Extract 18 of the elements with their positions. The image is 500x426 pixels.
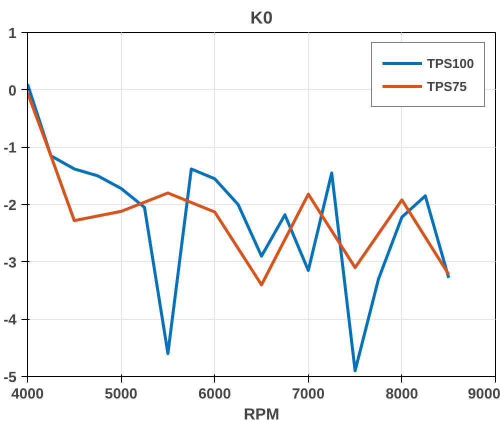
x-tick-label: 5000	[104, 386, 138, 402]
line-series	[28, 91, 450, 286]
legend-label: TPS100	[427, 56, 474, 70]
y-tick-label: 0	[8, 83, 17, 100]
x-tick-label: 7000	[292, 386, 325, 402]
x-tick-label: 8000	[386, 386, 418, 402]
x-tick-label: 4000	[11, 386, 44, 402]
y-tick-label: -4	[3, 312, 18, 329]
y-tick-label: -1	[3, 140, 17, 157]
legend-label: TPS75	[427, 78, 467, 94]
x-axis-title: RPM	[244, 406, 280, 424]
y-tick-label: -5	[3, 370, 17, 386]
chart-title: K0	[250, 8, 273, 28]
x-tick-label: 9000	[468, 386, 500, 402]
y-tick-label: 1	[8, 26, 17, 42]
y-tick-label: -3	[3, 255, 17, 272]
y-tick-label: -2	[3, 198, 17, 214]
x-tick-label: 6000	[198, 386, 232, 402]
